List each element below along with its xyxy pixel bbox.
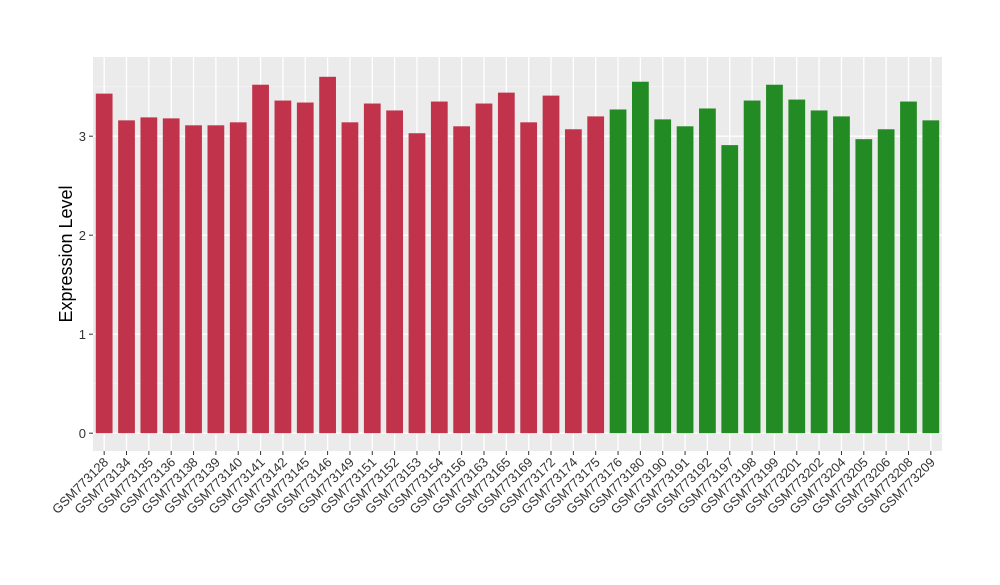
bar-GSM773153 xyxy=(408,133,426,434)
bar-GSM773141 xyxy=(252,84,269,434)
bar-GSM773138 xyxy=(185,125,202,434)
bar-GSM773142 xyxy=(274,100,292,434)
bar-GSM773192 xyxy=(699,108,716,434)
bar-GSM773165 xyxy=(497,92,515,434)
bar-GSM773134 xyxy=(118,120,135,434)
bar-GSM773175 xyxy=(587,116,605,434)
bar-GSM773180 xyxy=(632,81,649,434)
bar-GSM773204 xyxy=(833,116,850,434)
bar-GSM773197 xyxy=(721,145,739,434)
bar-GSM773139 xyxy=(207,125,225,434)
bar-GSM773190 xyxy=(654,119,672,434)
bar-GSM773174 xyxy=(564,129,582,434)
bar-GSM773128 xyxy=(95,93,113,434)
bar-GSM773208 xyxy=(900,101,917,434)
bar-GSM773154 xyxy=(430,101,448,434)
y-tick-label: 0 xyxy=(79,426,86,441)
bar-GSM773145 xyxy=(296,102,314,434)
bar-GSM773198 xyxy=(743,100,761,434)
bar-GSM773201 xyxy=(788,99,806,434)
bar-GSM773199 xyxy=(766,84,783,434)
bar-GSM773172 xyxy=(542,95,560,434)
bar-GSM773146 xyxy=(319,76,336,434)
bar-GSM773202 xyxy=(810,110,828,434)
bars xyxy=(95,76,940,434)
bar-GSM773191 xyxy=(676,126,694,434)
bar-GSM773169 xyxy=(520,122,538,434)
bar-GSM773176 xyxy=(609,109,627,434)
bar-GSM773135 xyxy=(140,117,158,434)
bar-GSM773163 xyxy=(475,103,493,434)
bar-GSM773152 xyxy=(386,110,403,434)
bar-GSM773209 xyxy=(922,120,940,434)
y-tick-label: 3 xyxy=(79,129,86,144)
bar-GSM773151 xyxy=(363,103,381,434)
bar-GSM773149 xyxy=(341,122,359,434)
bar-GSM773205 xyxy=(855,139,873,434)
bar-GSM773136 xyxy=(162,118,180,434)
bar-GSM773140 xyxy=(229,122,247,434)
bar-GSM773156 xyxy=(453,126,471,434)
y-tick-label: 2 xyxy=(79,228,86,243)
y-tick-label: 1 xyxy=(79,327,86,342)
bar-GSM773206 xyxy=(877,129,895,434)
y-axis-label: Expression Level xyxy=(56,185,76,322)
